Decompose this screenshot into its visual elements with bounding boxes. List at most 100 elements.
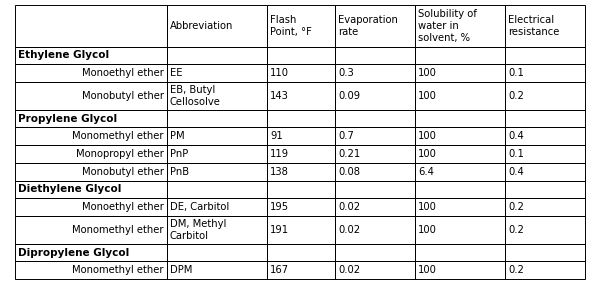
Text: 0.09: 0.09 [338,91,360,101]
Bar [335,5,415,47]
Text: 0.21: 0.21 [338,149,360,159]
Bar [15,82,167,110]
Bar [267,163,335,181]
Text: DPM: DPM [170,265,193,275]
Bar [505,64,585,82]
Bar [505,181,585,198]
Bar [15,244,167,261]
Bar [335,163,415,181]
Text: Monomethyl ether: Monomethyl ether [73,265,164,275]
Bar [505,163,585,181]
Text: 100: 100 [418,225,437,235]
Bar [415,244,505,261]
Bar [335,127,415,145]
Text: Electrical
resistance: Electrical resistance [508,15,559,37]
Bar [335,198,415,216]
Text: Monobutyl ether: Monobutyl ether [82,91,164,101]
Bar [335,47,415,64]
Text: Monopropyl ether: Monopropyl ether [76,149,164,159]
Text: DE, Carbitol: DE, Carbitol [170,202,229,212]
Bar [167,47,267,64]
Bar [267,261,335,279]
Text: 100: 100 [418,202,437,212]
Text: 167: 167 [270,265,289,275]
Text: 0.2: 0.2 [508,91,524,101]
Text: PnB: PnB [170,167,189,177]
Text: 6.4: 6.4 [418,167,434,177]
Bar [267,244,335,261]
Text: Flash
Point, °F: Flash Point, °F [270,15,312,37]
Bar [167,244,267,261]
Text: Monobutyl ether: Monobutyl ether [82,167,164,177]
Text: 100: 100 [418,149,437,159]
Bar [415,145,505,163]
Text: Diethylene Glycol: Diethylene Glycol [18,185,121,194]
Text: 0.4: 0.4 [508,131,524,141]
Text: 100: 100 [418,265,437,275]
Text: 0.02: 0.02 [338,265,360,275]
Text: Monoethyl ether: Monoethyl ether [82,68,164,78]
Bar [415,181,505,198]
Bar [335,216,415,244]
Text: 143: 143 [270,91,289,101]
Text: PnP: PnP [170,149,188,159]
Bar [167,216,267,244]
Text: 0.02: 0.02 [338,202,360,212]
Bar [267,5,335,47]
Bar [267,82,335,110]
Bar [505,145,585,163]
Bar [415,163,505,181]
Text: Dipropylene Glycol: Dipropylene Glycol [18,247,129,257]
Bar [267,110,335,127]
Text: 0.2: 0.2 [508,265,524,275]
Bar [415,64,505,82]
Text: 0.2: 0.2 [508,225,524,235]
Bar [267,145,335,163]
Bar [415,47,505,64]
Text: 100: 100 [418,68,437,78]
Bar [167,261,267,279]
Bar [415,127,505,145]
Text: Evaporation
rate: Evaporation rate [338,15,398,37]
Bar [167,64,267,82]
Bar [335,64,415,82]
Bar [415,216,505,244]
Text: 191: 191 [270,225,289,235]
Bar [267,181,335,198]
Bar [267,198,335,216]
Bar [335,261,415,279]
Text: Monoethyl ether: Monoethyl ether [82,202,164,212]
Text: 0.4: 0.4 [508,167,524,177]
Bar [505,5,585,47]
Bar [15,145,167,163]
Text: Abbreviation: Abbreviation [170,21,233,31]
Text: 110: 110 [270,68,289,78]
Text: 91: 91 [270,131,283,141]
Bar [505,127,585,145]
Bar [415,5,505,47]
Bar [267,216,335,244]
Bar [505,216,585,244]
Text: 100: 100 [418,91,437,101]
Bar [15,64,167,82]
Text: 0.7: 0.7 [338,131,354,141]
Bar [335,110,415,127]
Bar [505,47,585,64]
Bar [15,5,167,47]
Text: EB, Butyl
Cellosolve: EB, Butyl Cellosolve [170,85,221,107]
Bar [267,127,335,145]
Text: 100: 100 [418,131,437,141]
Bar [415,261,505,279]
Bar [335,82,415,110]
Bar [505,261,585,279]
Bar [15,261,167,279]
Text: DM, Methyl
Carbitol: DM, Methyl Carbitol [170,219,226,241]
Text: Solubility of
water in
solvent, %: Solubility of water in solvent, % [418,9,477,43]
Bar [167,163,267,181]
Bar [267,64,335,82]
Bar [335,244,415,261]
Bar [167,110,267,127]
Text: Propylene Glycol: Propylene Glycol [18,113,117,123]
Bar [15,198,167,216]
Text: Ethylene Glycol: Ethylene Glycol [18,51,109,61]
